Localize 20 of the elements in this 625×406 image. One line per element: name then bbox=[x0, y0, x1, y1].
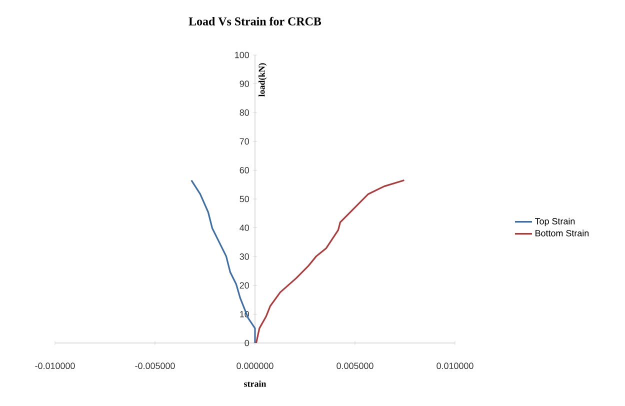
y-tick-label: 0 bbox=[244, 340, 250, 346]
y-tick-label: 20 bbox=[240, 282, 250, 289]
chart-title: Load Vs Strain for CRCB bbox=[188, 16, 322, 26]
y-tick-label: 50 bbox=[240, 196, 250, 202]
y-tick-label: 30 bbox=[240, 253, 250, 260]
y-tick-label: 60 bbox=[240, 167, 250, 174]
x-axis-title: strain bbox=[244, 380, 266, 387]
y-tick-label: 70 bbox=[240, 138, 250, 145]
legend-label: Top Strain bbox=[535, 218, 575, 226]
legend-label: Bottom Strain bbox=[536, 230, 589, 236]
y-tick-label: 90 bbox=[240, 80, 250, 87]
y-tick-label: 100 bbox=[235, 52, 250, 58]
x-tick-label: 0.005000 bbox=[336, 362, 374, 369]
y-axis-title: load(kN) bbox=[258, 63, 267, 97]
x-tick-label: -0.005000 bbox=[135, 362, 175, 369]
y-tick-label: 80 bbox=[240, 109, 250, 116]
y-tick-label: 40 bbox=[240, 224, 250, 231]
x-tick-label: -0.010000 bbox=[35, 362, 75, 369]
x-tick-label: 0.000000 bbox=[236, 362, 274, 369]
x-tick-label: 0.010000 bbox=[436, 362, 474, 369]
